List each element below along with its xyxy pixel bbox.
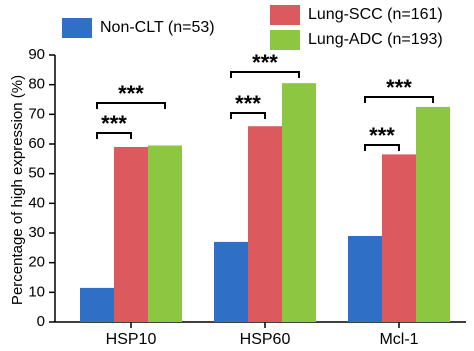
bracket [364, 144, 400, 151]
significance-label: *** [235, 91, 261, 116]
y-tick-label: 10 [28, 283, 45, 300]
bar [282, 83, 316, 322]
bracket [364, 96, 434, 103]
bar [148, 145, 182, 322]
y-tick-label: 0 [37, 313, 45, 330]
y-tick-label: 40 [28, 194, 45, 211]
legend-swatch [270, 5, 300, 25]
significance-label: *** [386, 75, 412, 100]
bar [416, 106, 450, 323]
x-tick-label: HSP60 [240, 331, 291, 348]
bracket [230, 71, 300, 78]
bar [248, 126, 282, 322]
x-tick-label: HSP10 [106, 331, 157, 348]
significance-label: *** [101, 111, 127, 136]
y-tick-label: 70 [28, 105, 45, 122]
significance-label: *** [369, 123, 395, 148]
legend-label: Lung-SCC (n=161) [308, 6, 443, 23]
y-tick-label: 60 [28, 135, 45, 152]
bar [348, 235, 382, 322]
bar [382, 154, 416, 322]
x-tick-label: Mcl-1 [379, 331, 418, 348]
legend-swatch [270, 30, 300, 50]
bar [80, 287, 114, 322]
y-tick-label: 50 [28, 165, 45, 182]
bracket [230, 112, 266, 119]
y-tick-label: 80 [28, 76, 45, 93]
y-axis-label: Percentage of high expression (%) [9, 75, 26, 305]
significance-label: *** [118, 81, 144, 106]
significance-label: *** [252, 50, 278, 75]
y-tick-label: 20 [28, 254, 45, 271]
bar [114, 146, 148, 322]
bar [214, 241, 248, 322]
y-tick-label: 30 [28, 224, 45, 241]
legend-label: Lung-ADC (n=193) [308, 31, 443, 48]
legend-label: Non-CLT (n=53) [100, 19, 215, 36]
bracket [96, 102, 166, 109]
y-tick-label: 90 [28, 46, 45, 63]
legend-swatch [62, 18, 92, 38]
bracket [96, 132, 132, 139]
